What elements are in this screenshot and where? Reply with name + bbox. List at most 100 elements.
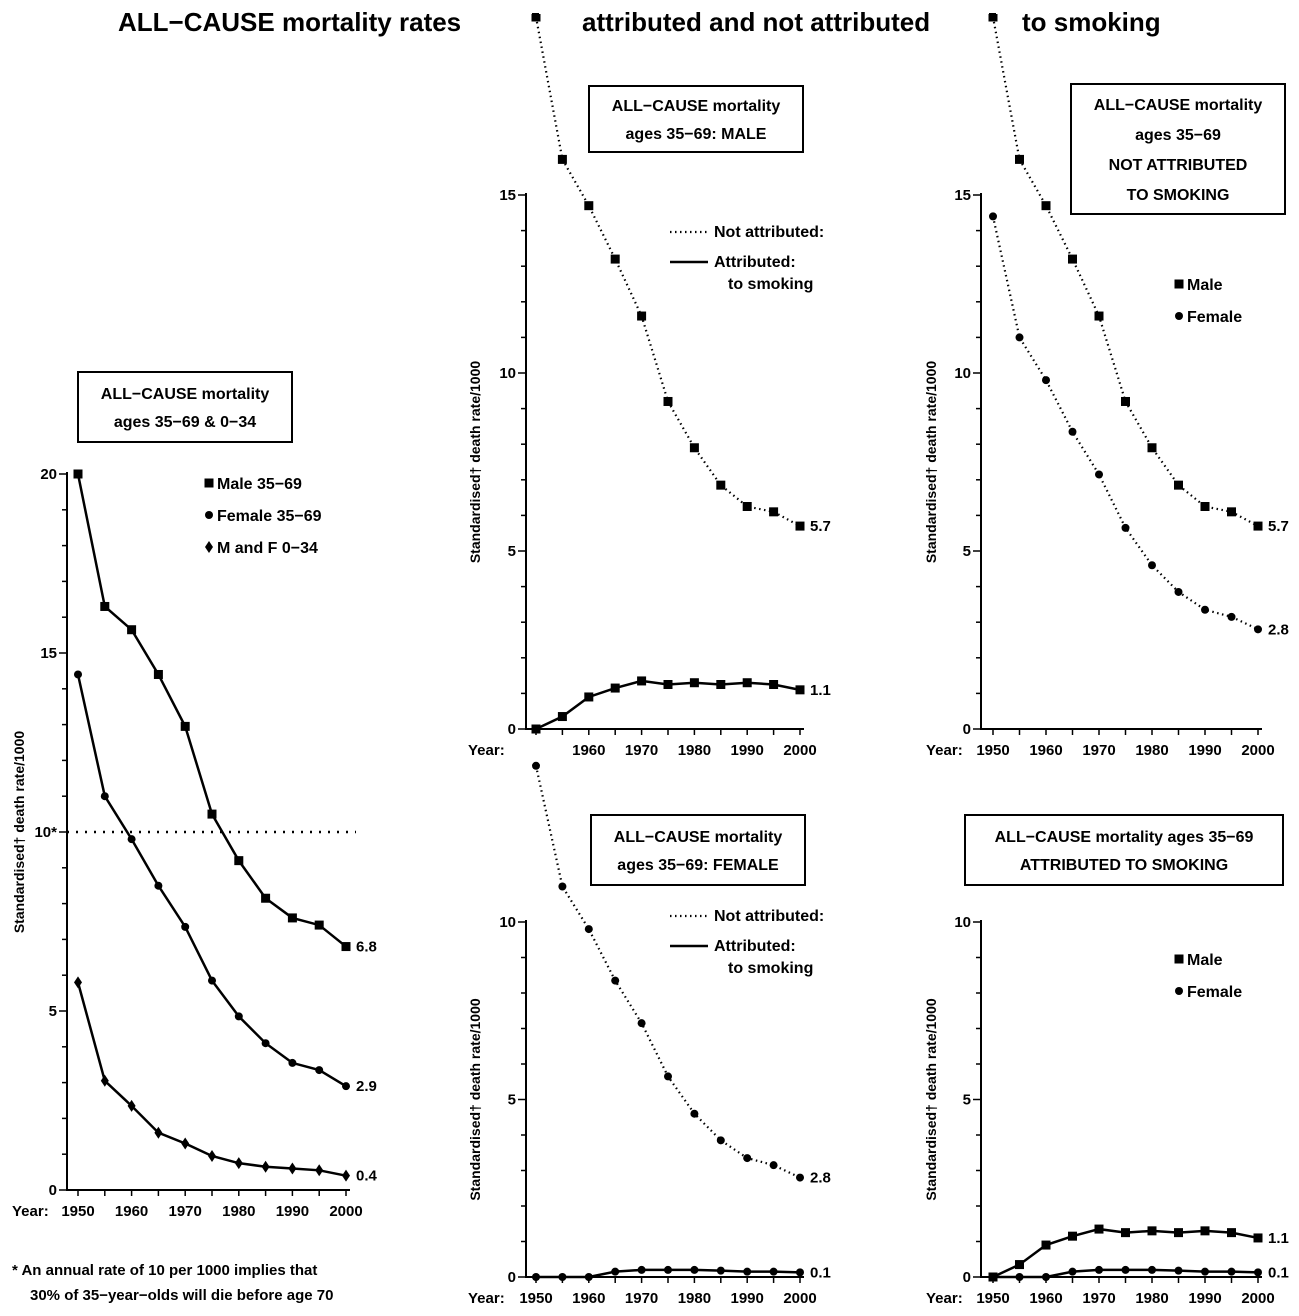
- data-point: [689, 678, 699, 688]
- legend-label: Male 35−69: [217, 476, 302, 493]
- data-point: [1121, 1228, 1130, 1238]
- data-point: [742, 502, 752, 511]
- data-point: [584, 1273, 593, 1281]
- x-tick-label: 1980: [678, 742, 711, 759]
- end-value-label: 0.4: [356, 1168, 378, 1185]
- data-point: [743, 1267, 752, 1276]
- series-1: [74, 670, 350, 1091]
- legend-marker-circle: [205, 511, 213, 519]
- y-tick-label: 5: [963, 1092, 971, 1109]
- panel-title-line: ages 35−69: FEMALE: [617, 857, 779, 874]
- x-tick-label: 2000: [329, 1203, 362, 1220]
- x-axis-label: Year:: [926, 742, 963, 759]
- panel-left: ALL−CAUSE mortality ages 35−69 & 0−34 0 5 10…: [11, 371, 378, 1220]
- data-point: [342, 1169, 350, 1182]
- panel-title-line: ALL−CAUSE mortality: [1094, 97, 1263, 114]
- data-point: [689, 443, 699, 453]
- x-tick-label: 2000: [1241, 1290, 1274, 1307]
- legend-label: Female: [1187, 984, 1242, 1001]
- y-tick-label: 10: [954, 914, 971, 931]
- y-tick-label: 0: [508, 1269, 516, 1286]
- data-point: [637, 311, 647, 321]
- data-point: [989, 212, 997, 221]
- x-tick-label: 1990: [731, 742, 764, 759]
- data-point: [288, 1162, 297, 1175]
- y-tick-label: 5: [508, 1092, 516, 1109]
- data-point: [584, 201, 594, 211]
- data-point: [342, 1082, 350, 1091]
- panel-title-box: [588, 85, 804, 153]
- data-point: [1253, 1233, 1263, 1243]
- data-point: [208, 976, 216, 985]
- panel-attributed: ALL−CAUSE mortality ages 35−69 ATTRIBUTED…: [923, 814, 1289, 1307]
- data-point: [1041, 1240, 1051, 1250]
- data-point: [127, 625, 137, 635]
- legend-label: Not attributed:: [714, 908, 824, 925]
- data-point: [73, 469, 83, 479]
- x-tick-label: 1980: [1135, 742, 1168, 759]
- data-point: [181, 922, 190, 931]
- x-tick-label: 1960: [1029, 1290, 1062, 1307]
- data-point: [690, 1265, 699, 1274]
- data-point: [989, 1273, 997, 1281]
- x-tick-label: 1980: [1135, 1290, 1168, 1307]
- data-point: [664, 1072, 672, 1081]
- legend-marker-square: [204, 478, 214, 488]
- data-point: [716, 680, 726, 689]
- data-point: [743, 1154, 752, 1163]
- data-point: [664, 1265, 672, 1274]
- data-point: [988, 14, 998, 22]
- data-point: [1121, 523, 1130, 532]
- x-tick-label: 1990: [1188, 742, 1221, 759]
- end-value-label: 5.7: [1268, 518, 1289, 535]
- data-point: [154, 1126, 163, 1139]
- end-value-label: 2.8: [810, 1170, 831, 1187]
- x-tick-label: 1950: [976, 1290, 1009, 1307]
- data-point: [100, 792, 109, 801]
- x-tick-label: 1960: [1029, 742, 1062, 759]
- x-tick-label: 1990: [731, 1290, 764, 1307]
- x-axis-label: Year:: [12, 1203, 49, 1220]
- data-point: [1227, 612, 1236, 621]
- data-point: [1041, 201, 1051, 211]
- x-tick-label: 1950: [519, 1290, 552, 1307]
- data-point: [1095, 1265, 1103, 1274]
- data-point: [1042, 1273, 1050, 1281]
- legend-marker-circle: [1175, 312, 1183, 320]
- legend-label: to smoking: [728, 276, 813, 293]
- data-point: [1174, 1266, 1183, 1275]
- y-tick-label: 10*: [34, 824, 57, 841]
- data-point: [100, 1074, 109, 1087]
- legend-marker-square: [1174, 954, 1184, 964]
- series-1: [989, 212, 1262, 634]
- data-point: [584, 925, 593, 934]
- y-axis-label: Standardised† death rate/1000: [467, 998, 483, 1201]
- y-tick-label: 15: [499, 187, 516, 204]
- data-point: [1174, 1228, 1183, 1238]
- series-0: [532, 761, 804, 1182]
- x-tick-label: 1960: [572, 742, 605, 759]
- legend-label: Male: [1187, 952, 1223, 969]
- data-point: [1015, 333, 1024, 342]
- data-point: [74, 976, 82, 989]
- legend-label: Attributed:: [714, 254, 796, 271]
- panel-title-line: ages 35−69 & 0−34: [114, 414, 256, 431]
- x-tick-label: 2000: [783, 1290, 816, 1307]
- footnote-line-2: 30% of 35−year−olds will die before age …: [30, 1287, 333, 1304]
- legend-label: Female: [1187, 309, 1242, 326]
- legend-marker-diamond: [205, 541, 213, 553]
- end-value-label: 2.8: [1268, 621, 1289, 638]
- data-point: [1068, 1231, 1077, 1241]
- title-part-3: to smoking: [1022, 7, 1161, 37]
- legend-label: Attributed:: [714, 938, 796, 955]
- y-tick-label: 0: [49, 1182, 57, 1199]
- legend-label: to smoking: [728, 960, 813, 977]
- panel-female: ALL−CAUSE mortality ages 35−69: FEMALE 0 5 1…: [467, 761, 831, 1307]
- series-0: [988, 1224, 1263, 1282]
- data-point: [127, 1099, 136, 1112]
- data-point: [315, 1066, 324, 1075]
- data-point: [769, 1267, 778, 1276]
- data-point: [207, 809, 217, 819]
- y-tick-label: 5: [963, 543, 971, 560]
